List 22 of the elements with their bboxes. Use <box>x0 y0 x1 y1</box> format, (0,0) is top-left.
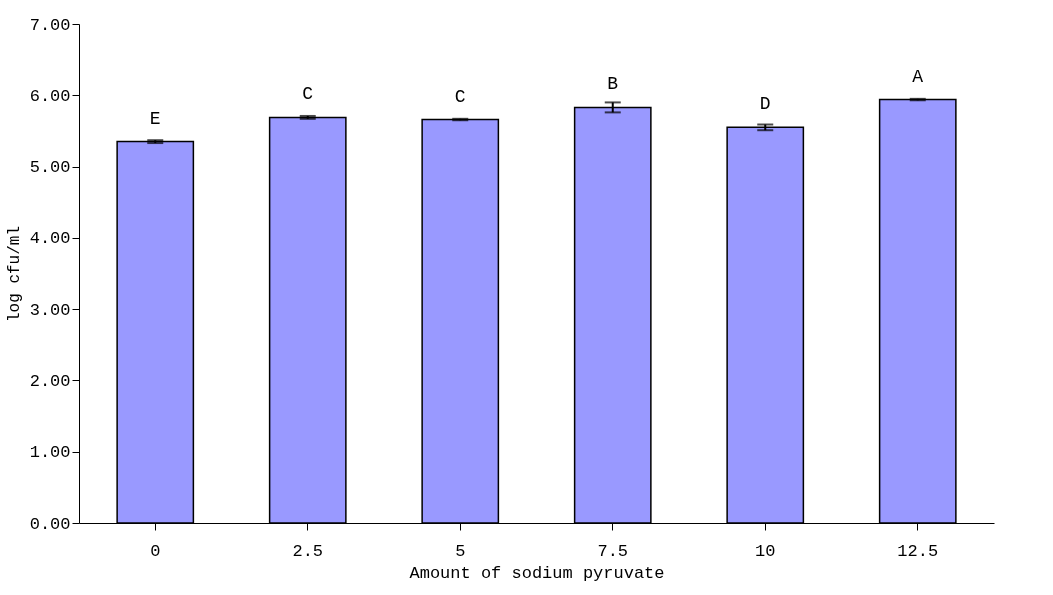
x-tick-label: 12.5 <box>897 541 939 561</box>
annotation: C <box>302 84 314 105</box>
x-tick-label: 5 <box>455 541 466 561</box>
y-tick-label: 6.00 <box>29 86 71 106</box>
y-tick-label: 0.00 <box>29 514 71 534</box>
y-tick-label: 2.00 <box>29 371 71 391</box>
x-tick-label: 0 <box>150 541 161 561</box>
y-tick-label: 7.00 <box>29 15 71 35</box>
x-axis-title: Amount of sodium pyruvate <box>409 563 665 583</box>
y-tick-label: 1.00 <box>29 443 71 463</box>
x-tick-label: 2.5 <box>292 541 324 561</box>
annotation: D <box>759 94 771 115</box>
annotation: E <box>149 108 161 129</box>
annotation: B <box>607 74 619 95</box>
y-tick-label: 4.00 <box>29 229 71 249</box>
y-tick-label: 3.00 <box>29 300 71 320</box>
annotation: A <box>912 66 924 87</box>
y-axis-title: log cfu/ml <box>5 225 24 323</box>
annotation: C <box>454 86 466 107</box>
x-tick-label: 10 <box>755 541 776 561</box>
y-tick-label: 5.00 <box>29 158 71 178</box>
x-tick-label: 7.5 <box>597 541 629 561</box>
